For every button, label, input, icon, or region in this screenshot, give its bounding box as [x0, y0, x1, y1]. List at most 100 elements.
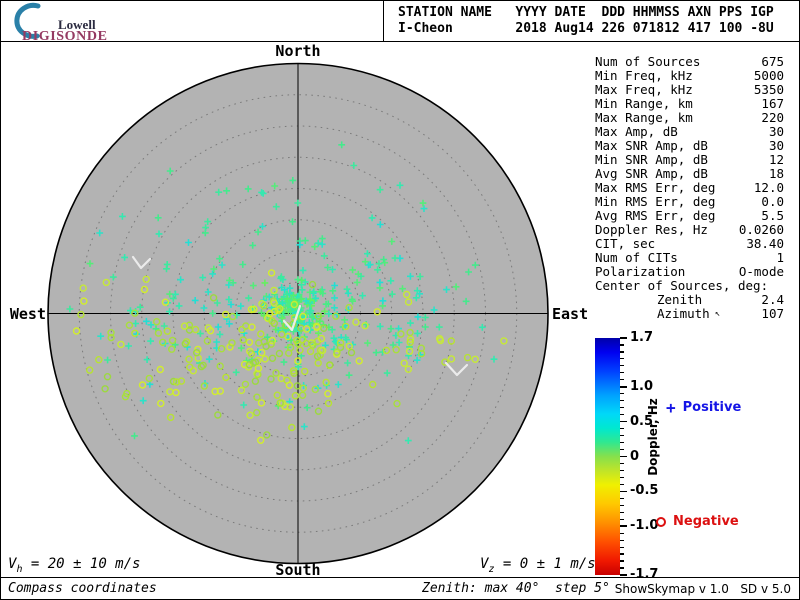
parameter-row: Azimuth ↖ 107 [595, 307, 784, 321]
parameter-label: Max Range, km [595, 110, 693, 125]
parameter-row: CIT, sec 38.40 [595, 237, 784, 251]
compass-label-north: North [275, 42, 321, 60]
parameter-value: 1 [776, 250, 784, 265]
parameter-row: Min RMS Err, deg 0.0 [595, 195, 784, 209]
parameter-row: Zenith 2.4 [595, 293, 784, 307]
colorbar-minor-tick [620, 351, 624, 353]
colorbar-major-tick [620, 455, 627, 458]
parameter-value: 30 [768, 138, 784, 153]
legend-negative: Negative [656, 514, 739, 529]
parameter-label: Zenith [657, 292, 703, 307]
colorbar-minor-tick [620, 539, 624, 541]
colorbar-minor-tick [620, 567, 624, 569]
footer-divider [0, 577, 800, 578]
colorbar-tick-label: 1.7 [630, 330, 654, 345]
parameter-label: Doppler Res, Hz [595, 222, 708, 237]
parameter-label: Center of Sources, deg: [595, 278, 769, 293]
colorbar-minor-tick [620, 400, 624, 402]
parameter-label: Avg SNR Amp, dB [595, 166, 708, 181]
colorbar-axis-label: Doppler, Hz [646, 398, 660, 476]
colorbar-minor-tick [620, 372, 624, 374]
parameter-value: 0.0260 [738, 222, 784, 237]
azimuth-direction-icon: ↖ [714, 309, 721, 319]
colorbar-minor-tick [620, 428, 624, 430]
app-version-label: ShowSkymap v 1.0 SD v 5.0 [614, 582, 791, 596]
parameter-label: Min SNR Amp, dB [595, 152, 708, 167]
colorbar-tick-label: -1.7 [630, 567, 659, 582]
station-header: STATION NAME YYYY DATE DDD HHMMSS AXN PP… [398, 5, 774, 37]
parameter-row: Min SNR Amp, dB 12 [595, 153, 784, 167]
legend-negative-label: Negative [673, 514, 739, 529]
parameter-value: O-mode [738, 264, 784, 279]
parameter-row: Max Amp, dB 30 [595, 125, 784, 139]
parameter-row: Max RMS Err, deg 12.0 [595, 181, 784, 195]
circle-marker-icon [656, 516, 666, 527]
parameter-label: Polarization [595, 264, 686, 279]
parameter-value: 675 [761, 54, 784, 69]
parameter-label: Num of CITs [595, 250, 678, 265]
colorbar-minor-tick [620, 504, 624, 506]
parameter-row: Min Range, km 167 [595, 97, 784, 111]
coordinate-system-label: Compass coordinates [8, 581, 157, 596]
vertical-velocity-readout: Vz = 0 ± 1 m/s [480, 556, 596, 575]
parameter-value: 5000 [753, 68, 784, 83]
parameter-value: 5.5 [761, 208, 784, 223]
colorbar-major-tick [620, 337, 627, 339]
colorbar-minor-tick [620, 358, 624, 360]
colorbar-major-tick [620, 420, 627, 423]
station-header-line1: STATION NAME YYYY DATE DDD HHMMSS AXN PP… [398, 5, 774, 20]
colorbar-minor-tick [620, 511, 624, 513]
doppler-colorbar [595, 338, 620, 575]
colorbar-minor-tick [620, 518, 624, 520]
parameter-label: Max RMS Err, deg [595, 180, 716, 195]
parameter-label: CIT, sec [595, 236, 656, 251]
zenith-scale-note: Zenith: max 40° step 5° [422, 581, 610, 596]
parameter-value: 30 [768, 124, 784, 139]
parameter-value: 107 [761, 306, 784, 321]
lowell-digisonde-logo: Lowell DIGISONDE [8, 2, 148, 44]
parameter-value: 38.40 [746, 236, 784, 251]
colorbar-major-tick [620, 490, 627, 493]
colorbar-minor-tick [620, 476, 624, 478]
source-parameters-panel: Num of Sources 675 Min Freq, kHz 5000 Ma… [595, 55, 784, 321]
parameter-value: 12 [768, 152, 784, 167]
logo-divider [383, 0, 384, 41]
colorbar-ticks: 1.7 1.0 0.5 0 -0.5 -1.0 -1.7 [620, 330, 680, 582]
parameter-row: Doppler Res, Hz 0.0260 [595, 223, 784, 237]
parameter-value: 0.0 [761, 194, 784, 209]
logo-lowell-text: Lowell [58, 17, 96, 32]
parameter-row: Num of CITs 1 [595, 251, 784, 265]
parameter-row: Center of Sources, deg: [595, 279, 784, 293]
colorbar-minor-tick [620, 532, 624, 534]
station-header-line2: I-Cheon 2018 Aug14 226 071812 417 100 -8… [398, 21, 774, 36]
parameter-value: 167 [761, 96, 784, 111]
colorbar-tick-label: -0.5 [630, 483, 659, 499]
colorbar-tick-label: 1.0 [630, 378, 654, 394]
colorbar-minor-tick [620, 469, 624, 472]
parameter-label: Min Range, km [595, 96, 693, 111]
compass-label-west: West [9, 305, 46, 323]
parameter-row: Max Freq, kHz 5350 [595, 83, 784, 97]
parameter-row: Max SNR Amp, dB 30 [595, 139, 784, 153]
parameter-value: 18 [768, 166, 784, 181]
colorbar-major-tick [620, 386, 627, 388]
parameter-value: 12.0 [753, 180, 784, 195]
colorbar-minor-tick [620, 365, 624, 367]
colorbar-major-tick [620, 525, 627, 527]
parameter-value: 5350 [753, 82, 784, 97]
colorbar-tick-label: 0.5 [630, 413, 654, 429]
colorbar-minor-tick [620, 483, 624, 485]
colorbar-minor-tick [620, 553, 624, 555]
colorbar-minor-tick [620, 441, 624, 444]
parameter-value: 2.4 [761, 292, 784, 307]
colorbar-minor-tick [620, 407, 624, 409]
colorbar-minor-tick [620, 497, 624, 499]
compass-label-south: South [275, 561, 321, 579]
colorbar-minor-tick [620, 546, 624, 548]
parameter-label: Max SNR Amp, dB [595, 138, 708, 153]
parameter-row: Polarization O-mode [595, 265, 784, 279]
parameter-row: Min Freq, kHz 5000 [595, 69, 784, 83]
legend-positive: + Positive [666, 400, 741, 416]
logo-digisonde-text: DIGISONDE [22, 29, 108, 44]
